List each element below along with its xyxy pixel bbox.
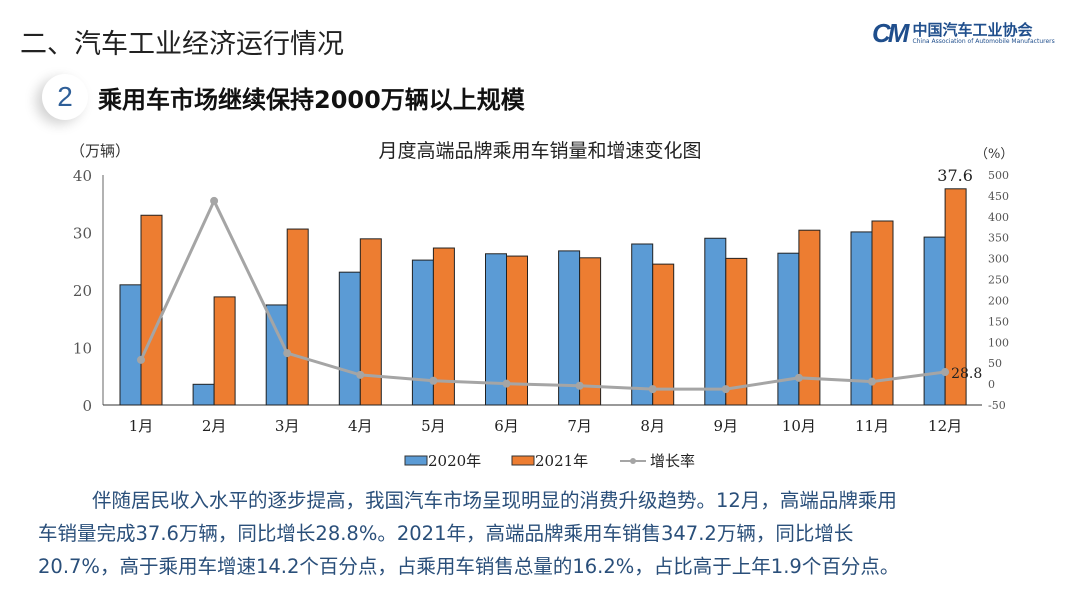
slide-title: 二、汽车工业经济运行情况 — [20, 29, 344, 60]
y-tick-label: 40 — [73, 167, 92, 185]
growth-rate-point — [429, 376, 438, 385]
y2-tick-label: 150 — [988, 315, 1009, 328]
bar-2021年 — [359, 238, 382, 406]
growth-rate-point — [794, 373, 803, 382]
growth-rate-point — [356, 370, 365, 379]
x-tick-label: 11月 — [855, 417, 889, 435]
bar-2021年 — [213, 296, 236, 406]
x-tick-label: 10月 — [782, 417, 816, 435]
bar-2020年 — [119, 284, 142, 406]
growth-rate-point — [868, 377, 876, 386]
legend-label-growth: 增长率 — [650, 452, 695, 470]
bar-2020年 — [777, 252, 800, 406]
bar-2021年 — [944, 188, 967, 406]
caam-logo-mark: CM — [872, 18, 909, 48]
y2-tick-label: 200 — [988, 294, 1009, 307]
x-tick-label: 7月 — [567, 417, 592, 435]
section-title: 乘用车市场继续保持2000万辆以上规模 — [98, 86, 525, 114]
legend-label-2021: 2021年 — [535, 452, 588, 470]
data-label-2021-dec: 37.6 — [937, 166, 973, 185]
y2-tick-label: 0 — [988, 378, 995, 391]
growth-rate-point — [941, 368, 950, 377]
y2-tick-label: 100 — [988, 336, 1009, 349]
bar-2020年 — [850, 231, 873, 406]
x-tick-label: 8月 — [640, 417, 665, 435]
bar-2020年 — [411, 259, 434, 406]
bar-2021年 — [432, 247, 455, 406]
summary-paragraph: 伴随居民收入水平的逐步提高，我国汽车市场呈现明显的消费升级趋势。12月，高端品牌… — [38, 484, 1038, 583]
legend-marker-growth — [630, 458, 636, 464]
y2-tick-label: 450 — [988, 190, 1009, 203]
growth-rate-point — [721, 385, 730, 394]
x-tick-label: 5月 — [421, 417, 446, 435]
bar-2021年 — [652, 263, 675, 406]
bar-2020年 — [558, 250, 581, 406]
bar-2020年 — [704, 237, 727, 406]
bar-2021年 — [579, 257, 602, 406]
y2-tick-label: 350 — [988, 232, 1009, 245]
section-number-badge: 2 — [42, 74, 88, 120]
growth-rate-point — [137, 355, 145, 364]
logo-name-cn: 中国汽车工业协会 — [912, 21, 1033, 39]
bar-2020年 — [923, 236, 946, 406]
bar-2021年 — [286, 228, 309, 406]
y-tick-label: 20 — [73, 282, 92, 300]
legend-swatch-2020 — [404, 455, 428, 466]
x-tick-label: 1月 — [129, 417, 154, 435]
y2-tick-label: 500 — [988, 169, 1009, 182]
bar-2021年 — [725, 257, 748, 406]
x-tick-label: 6月 — [494, 417, 519, 435]
paragraph-line-2: 车销量完成37.6万辆，同比增长28.8%。2021年，高端品牌乘用车销售347… — [38, 522, 854, 545]
y-axis-label: （万辆） — [70, 142, 130, 160]
x-tick-label: 2月 — [202, 417, 227, 435]
bar-2021年 — [798, 229, 821, 406]
growth-rate-point — [648, 385, 657, 394]
y2-tick-label: 400 — [988, 211, 1009, 224]
paragraph-line-1-text: 伴随居民收入水平的逐步提高，我国汽车市场呈现明显的消费升级趋势。12月，高端品牌… — [92, 489, 897, 512]
y2-tick-label: 300 — [988, 253, 1009, 266]
logo-name-en: China Association of Automobile Manufact… — [912, 38, 1055, 45]
x-tick-label: 12月 — [928, 417, 962, 435]
bar-2020年 — [338, 271, 361, 406]
paragraph-line-1: 伴随居民收入水平的逐步提高，我国汽车市场呈现明显的消费升级趋势。12月，高端品牌… — [38, 484, 1038, 517]
growth-rate-point — [502, 379, 511, 388]
y2-axis-label: （%） — [975, 147, 1013, 162]
x-tick-label: 9月 — [714, 417, 739, 435]
caam-logo: CM 中国汽车工业协会 China Association of Automob… — [872, 18, 1055, 49]
growth-rate-point — [283, 349, 292, 358]
bar-2020年 — [631, 243, 654, 406]
legend-label-2020: 2020年 — [428, 452, 481, 470]
growth-rate-point — [575, 381, 584, 390]
bar-2021年 — [871, 220, 894, 406]
y2-tick-label: 50 — [988, 357, 1002, 370]
chart-title: 月度高端品牌乘用车销量和增速变化图 — [378, 140, 701, 162]
y-tick-label: 30 — [73, 225, 92, 243]
bar-2021年 — [140, 214, 163, 406]
growth-rate-point — [210, 196, 219, 205]
y2-tick-label: 250 — [988, 274, 1009, 287]
data-label-growth-dec: 28.8 — [951, 366, 982, 382]
sales-chart: （万辆） 月度高端品牌乘用车销量和增速变化图 （%） 0 10 20 30 40 -50 0… — [70, 140, 1013, 470]
y2-tick-label: -50 — [988, 399, 1006, 412]
legend-swatch-2021 — [511, 455, 535, 466]
x-tick-label: 4月 — [348, 417, 373, 435]
bar-2021年 — [506, 255, 528, 406]
y-tick-label: 0 — [82, 397, 92, 415]
growth-rate-line — [139, 197, 946, 391]
y-tick-label: 10 — [73, 340, 92, 358]
bar-2020年 — [192, 383, 215, 406]
legend: 2020年 2021年 增长率 — [404, 452, 695, 470]
paragraph-line-3: 20.7%，高于乘用车增速14.2个百分点，占乘用车销售总量的16.2%，占比高… — [38, 555, 900, 578]
x-tick-label: 3月 — [275, 417, 300, 435]
